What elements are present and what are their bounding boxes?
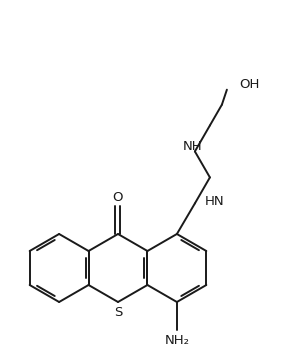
Text: NH₂: NH₂ [164, 334, 189, 347]
Text: S: S [114, 306, 122, 320]
Text: HN: HN [205, 195, 224, 208]
Text: NH: NH [183, 140, 203, 153]
Text: OH: OH [239, 78, 259, 91]
Text: O: O [113, 191, 123, 204]
